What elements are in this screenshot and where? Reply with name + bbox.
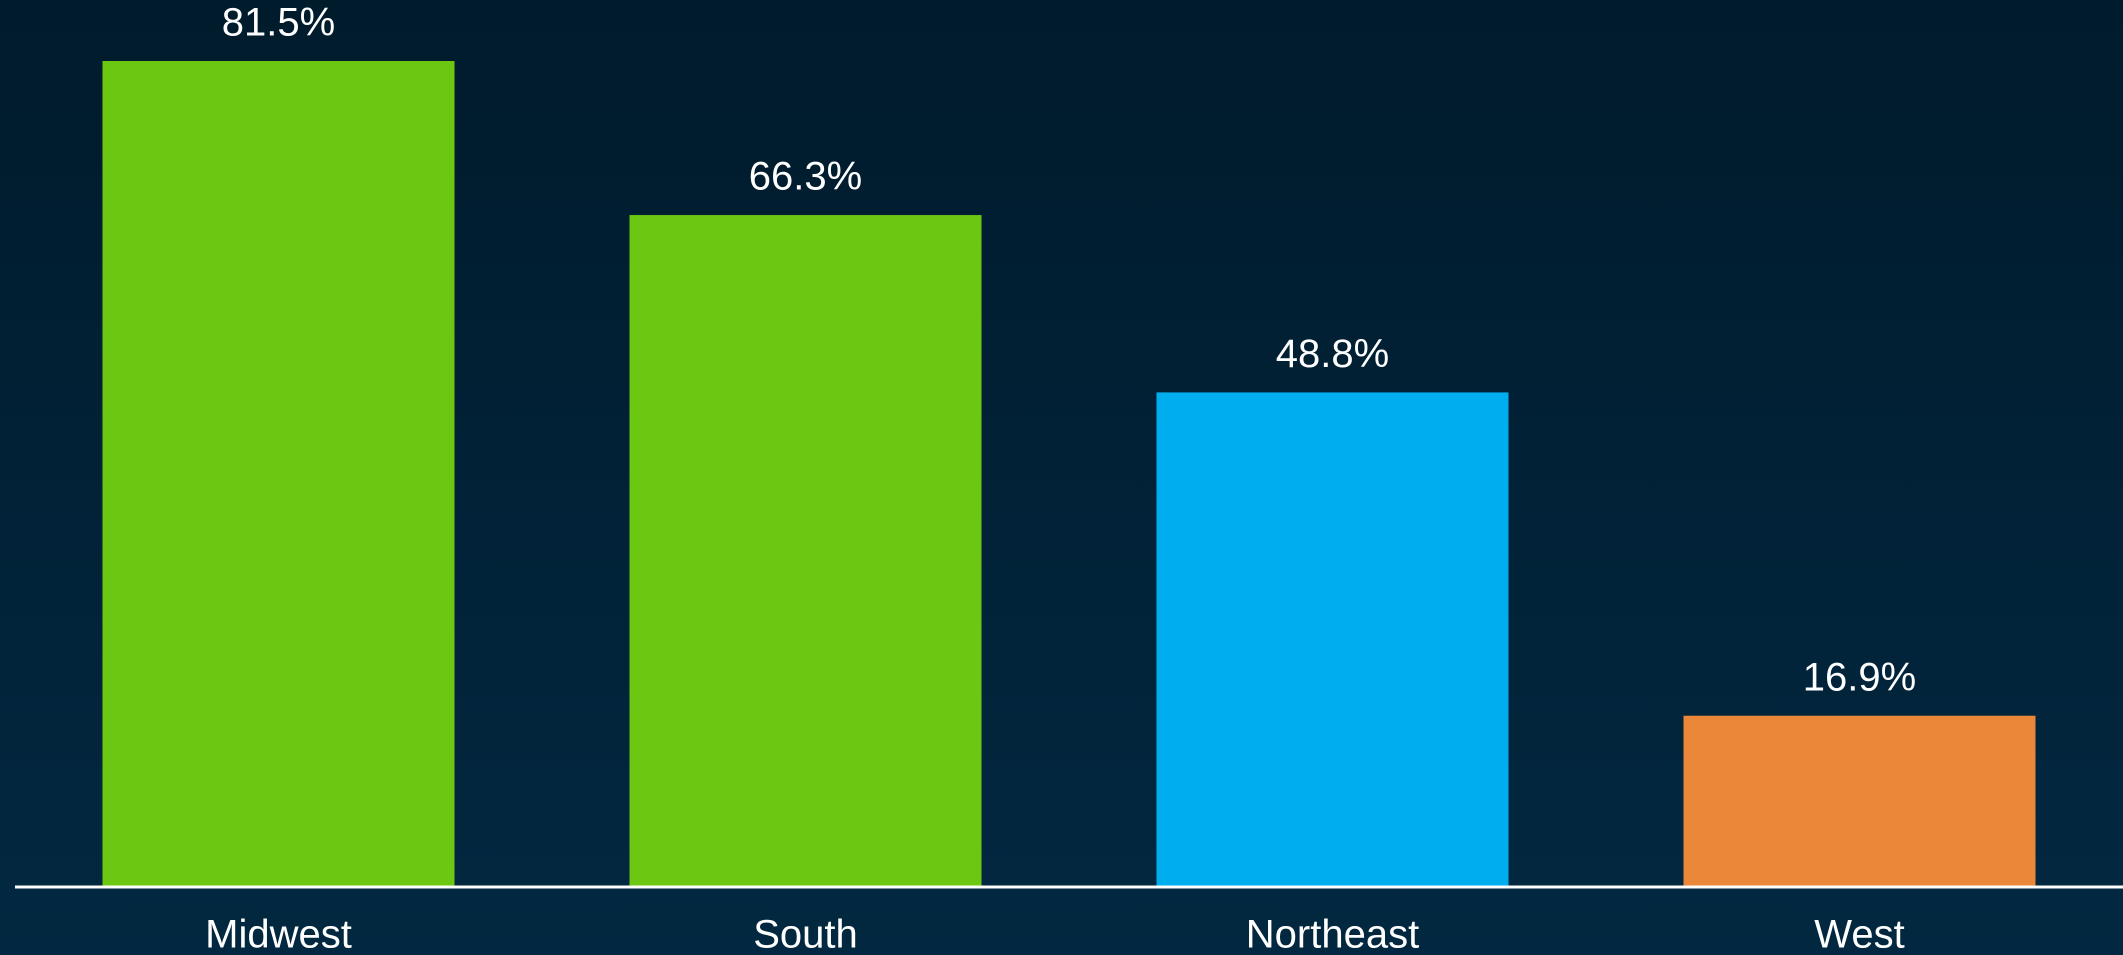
x-tick-label: Midwest [205, 913, 352, 955]
x-tick-label: Northeast [1246, 913, 1419, 955]
bar [629, 215, 982, 888]
x-tick-label: South [753, 913, 858, 955]
data-label: 81.5% [222, 1, 335, 45]
data-label: 48.8% [1276, 332, 1389, 376]
bar [102, 61, 455, 887]
data-label: 66.3% [749, 155, 862, 199]
bar [1683, 715, 2036, 887]
bar [1156, 392, 1509, 887]
data-label: 16.9% [1803, 655, 1916, 699]
x-tick-label: West [1814, 913, 1904, 955]
